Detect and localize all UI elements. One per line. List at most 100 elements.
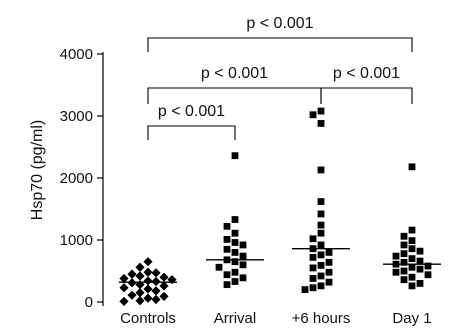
data-point — [231, 268, 239, 276]
median-lines — [119, 247, 441, 283]
data-point — [239, 261, 247, 269]
data-point — [301, 286, 309, 293]
data-point — [151, 268, 161, 278]
data-point — [325, 268, 333, 276]
data-point — [400, 232, 408, 240]
data-point — [231, 258, 239, 266]
data-point — [392, 252, 400, 260]
data-point — [135, 288, 145, 298]
data-point — [223, 271, 231, 279]
p-value-label: p < 0.001 — [158, 103, 225, 120]
significance-bracket — [147, 37, 413, 52]
data-point — [239, 241, 247, 249]
data-point — [231, 249, 239, 256]
data-point — [317, 229, 325, 237]
data-point — [143, 257, 153, 267]
data-point — [151, 286, 161, 296]
data-point — [231, 239, 239, 246]
data-point — [408, 263, 416, 271]
x-tick-label: Controls — [120, 310, 176, 327]
data-point — [159, 291, 169, 302]
data-point — [143, 276, 153, 286]
x-tick-label: Arrival — [214, 310, 257, 327]
data-point — [325, 278, 333, 286]
data-point — [135, 271, 145, 281]
data-point — [424, 271, 432, 279]
data-point — [416, 280, 424, 287]
significance-bracket — [147, 87, 322, 104]
data-point — [159, 272, 169, 282]
data-point — [223, 222, 231, 230]
data-point — [408, 226, 416, 234]
data-point — [416, 265, 424, 273]
data-point — [309, 253, 317, 261]
y-axis-label: Hsp70 (pg/ml) — [29, 120, 46, 220]
data-point — [400, 241, 408, 249]
data-point — [400, 258, 408, 266]
data-point — [317, 166, 325, 174]
data-point — [135, 280, 145, 290]
data-point — [400, 267, 408, 275]
data-point — [223, 245, 231, 253]
data-point — [231, 216, 239, 223]
data-point — [167, 275, 177, 285]
data-point — [317, 198, 325, 205]
data-point — [325, 258, 333, 266]
y-tick-label: 2000 — [60, 170, 93, 187]
data-point — [416, 247, 424, 255]
data-point — [143, 284, 153, 294]
y-axis-ticks: 0 1000 2000 3000 4000 — [60, 46, 103, 311]
data-point — [408, 282, 416, 290]
data-point — [400, 276, 408, 284]
data-point — [317, 251, 325, 259]
y-tick-label: 4000 — [60, 46, 93, 63]
data-point — [309, 235, 317, 243]
data-point — [408, 163, 416, 171]
data-point — [317, 107, 325, 115]
data-point — [408, 255, 416, 262]
data-point — [151, 294, 161, 305]
data-point — [309, 264, 317, 272]
data-point — [223, 281, 231, 289]
data-point — [143, 293, 153, 303]
x-axis-labels: Controls Arrival +6 hours Day 1 — [120, 310, 432, 327]
data-point — [424, 262, 432, 270]
data-point — [215, 263, 223, 271]
data-point — [223, 235, 231, 243]
p-value-label: p < 0.001 — [246, 15, 313, 32]
significance-bracket — [147, 125, 236, 140]
data-point — [231, 152, 239, 160]
data-point — [325, 249, 333, 256]
data-point — [143, 267, 153, 277]
significance-bracket — [320, 87, 413, 104]
y-tick-label: 3000 — [60, 108, 93, 125]
data-point — [408, 237, 416, 245]
data-point — [309, 284, 317, 292]
data-point — [119, 273, 129, 284]
data-point — [127, 269, 137, 279]
data-point — [392, 268, 400, 276]
data-point — [317, 210, 325, 218]
data-point — [317, 120, 325, 127]
data-point — [239, 252, 247, 260]
data-point — [317, 272, 325, 280]
p-value-label: p < 0.001 — [201, 65, 268, 82]
data-point — [317, 221, 325, 229]
data-points — [119, 107, 432, 306]
data-point — [309, 275, 317, 282]
data-point — [119, 296, 129, 306]
data-point — [400, 250, 408, 258]
data-point — [416, 257, 424, 265]
y-tick-label: 1000 — [60, 232, 93, 249]
data-point — [159, 281, 169, 291]
data-point — [231, 229, 239, 237]
data-point — [317, 282, 325, 290]
data-point — [231, 278, 239, 285]
data-point — [119, 283, 129, 293]
data-point — [408, 245, 416, 253]
x-tick-label: Day 1 — [392, 310, 431, 327]
data-point — [317, 262, 325, 269]
x-tick-label: +6 hours — [292, 310, 351, 327]
data-point — [135, 296, 145, 306]
